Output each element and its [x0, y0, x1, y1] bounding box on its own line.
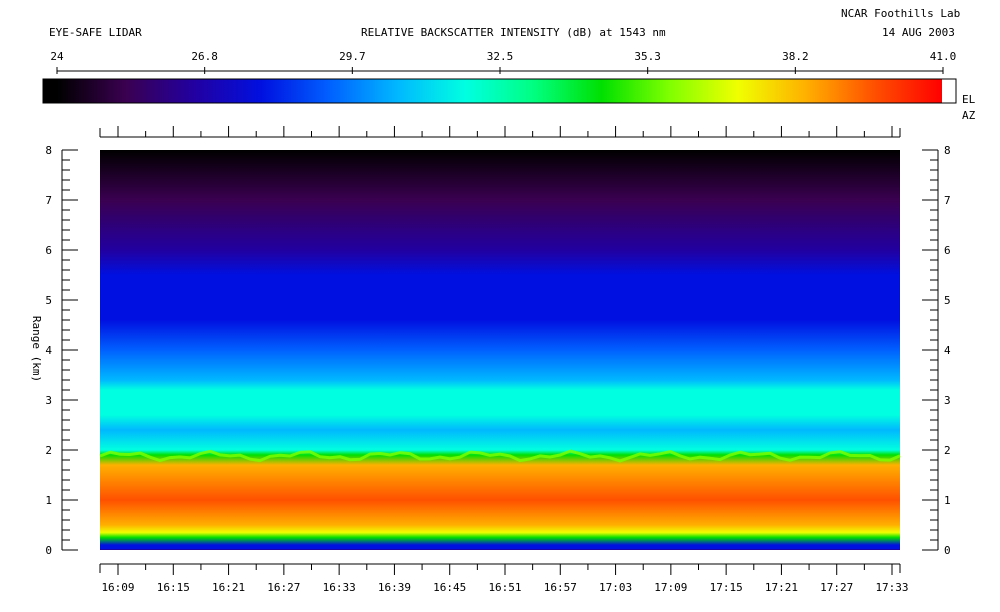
- y-tick-label: 2: [45, 444, 52, 457]
- x-tick-label: 16:27: [267, 581, 300, 594]
- axes: 0 0 1 1 2 2 3 3 4 4 5 5 6 6 7 7 8 8 16:09 16:15 16:21 16:27 16…: [45, 126, 951, 594]
- y-tick-label: 5: [45, 294, 52, 307]
- y-tick-label-right: 2: [944, 444, 951, 457]
- y-tick-label: 3: [45, 394, 52, 407]
- colorbar-frame: [42, 78, 957, 104]
- x-tick-label: 17:09: [654, 581, 687, 594]
- y-tick-label: 0: [45, 544, 52, 557]
- colorbar-tick-label: 38.2: [782, 50, 809, 63]
- lab-name: NCAR Foothills Lab: [841, 7, 961, 20]
- heatmap-field: [100, 150, 900, 550]
- x-tick-label: 16:45: [433, 581, 466, 594]
- az-label: AZ: [962, 109, 976, 122]
- y-tick-label-right: 8: [944, 144, 951, 157]
- x-tick-label: 16:15: [157, 581, 190, 594]
- colorbar-tick-label: 29.7: [339, 50, 366, 63]
- colorbar-max-swatch: [942, 79, 956, 103]
- x-tick-label: 16:39: [378, 581, 411, 594]
- colorbar-tick-label: 26.8: [191, 50, 218, 63]
- colorbar-tick-label: 24: [50, 50, 64, 63]
- y-tick-label-right: 1: [944, 494, 951, 507]
- y-tick-label-right: 4: [944, 344, 951, 357]
- x-tick-label: 17:33: [875, 581, 908, 594]
- y-tick-label-right: 6: [944, 244, 951, 257]
- colorbar-tick-label: 35.3: [634, 50, 661, 63]
- y-tick-label-right: 7: [944, 194, 951, 207]
- date-label: 14 AUG 2003: [882, 26, 955, 39]
- y-tick-label-right: 0: [944, 544, 951, 557]
- y-tick-label-right: 3: [944, 394, 951, 407]
- x-tick-label: 16:09: [101, 581, 134, 594]
- y-tick-label: 8: [45, 144, 52, 157]
- y-tick-label-right: 5: [944, 294, 951, 307]
- y-tick-label: 6: [45, 244, 52, 257]
- x-tick-label: 17:03: [599, 581, 632, 594]
- colorbar-tick-label: 41.0: [930, 50, 957, 63]
- chart-title: RELATIVE BACKSCATTER INTENSITY (dB) at 1…: [361, 26, 666, 39]
- y-tick-label: 7: [45, 194, 52, 207]
- near-range-strip: [100, 545, 900, 549]
- x-tick-label: 16:21: [212, 581, 245, 594]
- el-label: EL: [962, 93, 976, 106]
- x-tick-label: 17:27: [820, 581, 853, 594]
- plot-area: [99, 150, 901, 550]
- colorbar-gradient: [57, 79, 942, 103]
- colorbar-min-swatch: [43, 79, 57, 103]
- colorbar: 24 26.8 29.7 32.5 35.3 38.2 41.0: [42, 50, 957, 104]
- instrument-name: EYE-SAFE LIDAR: [49, 26, 142, 39]
- x-tick-label: 16:51: [488, 581, 521, 594]
- y-tick-label: 1: [45, 494, 52, 507]
- x-tick-label: 17:15: [710, 581, 743, 594]
- boundary-layer-top: [99, 449, 901, 463]
- colorbar-tick-label: 32.5: [487, 50, 514, 63]
- y-tick-label: 4: [45, 344, 52, 357]
- x-tick-label: 17:21: [765, 581, 798, 594]
- x-tick-label: 16:57: [544, 581, 577, 594]
- x-tick-label: 16:33: [323, 581, 356, 594]
